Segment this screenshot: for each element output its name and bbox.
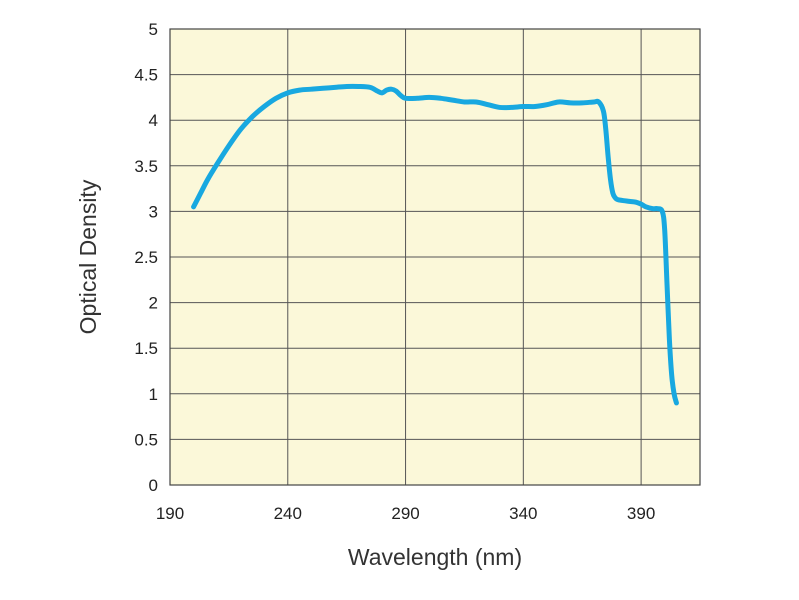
y-tick-label: 1.5 xyxy=(134,339,158,358)
plot-frame xyxy=(169,28,701,486)
y-tick-label: 5 xyxy=(149,20,158,39)
x-tick-label: 390 xyxy=(627,504,655,523)
y-axis-label: Optical Density xyxy=(75,179,101,334)
y-tick-label: 3.5 xyxy=(134,157,158,176)
series-line xyxy=(191,83,679,406)
y-tick-label: 4 xyxy=(149,111,158,130)
y-tick-label: 0.5 xyxy=(134,430,158,449)
y-tick-label: 2.5 xyxy=(134,248,158,267)
x-tick-labels: 190 240 290 340 390 xyxy=(156,504,655,523)
y-tick-label: 1 xyxy=(149,385,158,404)
y-tick-labels: 0 0.5 1 1.5 2 2.5 3 3.5 4 4.5 5 xyxy=(134,20,158,495)
y-tick-label: 3 xyxy=(149,202,158,221)
y-tick-label: 2 xyxy=(149,294,158,313)
x-tick-label: 340 xyxy=(509,504,537,523)
x-axis-label: Wavelength (nm) xyxy=(348,544,522,570)
x-tick-label: 190 xyxy=(156,504,184,523)
y-tick-label: 0 xyxy=(149,476,158,495)
x-tick-label: 240 xyxy=(274,504,302,523)
y-tick-label: 4.5 xyxy=(134,66,158,85)
x-tick-label: 290 xyxy=(391,504,419,523)
